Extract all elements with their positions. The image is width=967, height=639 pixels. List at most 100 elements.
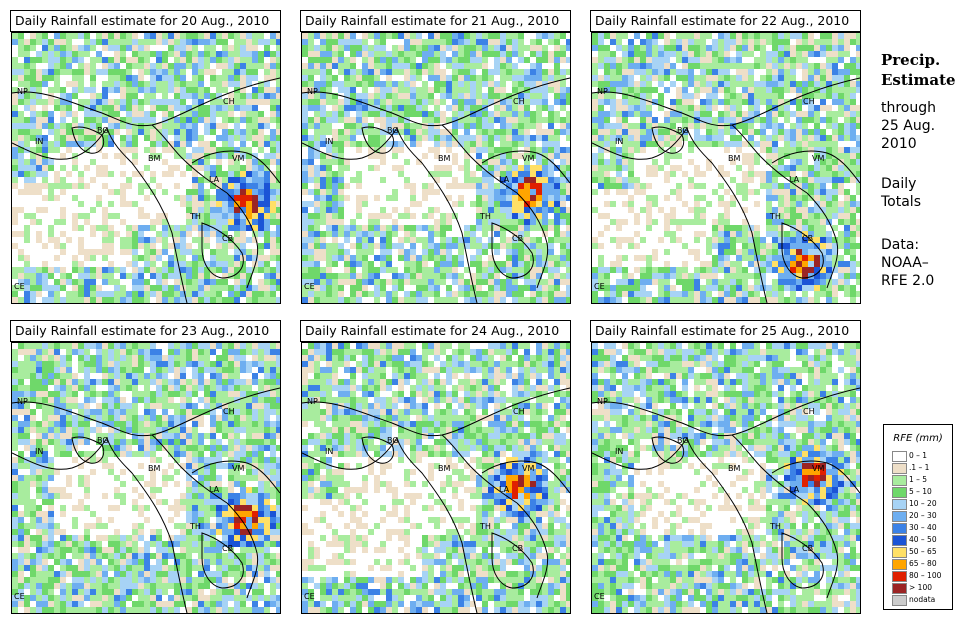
- country-label-np: NP: [597, 87, 608, 96]
- rainfall-field: [12, 33, 280, 303]
- map-panel: Daily Rainfall estimate for 21 Aug., 201…: [300, 10, 571, 304]
- daily-label: Daily: [881, 176, 917, 192]
- country-border: [396, 127, 478, 303]
- country-border: [731, 124, 808, 194]
- country-border: [592, 437, 688, 470]
- country-border: [106, 127, 188, 303]
- country-label-cb: CB: [512, 234, 524, 243]
- country-label-bg: BG: [677, 436, 689, 445]
- country-label-bg: BG: [677, 126, 689, 135]
- country-label-ce: CE: [304, 282, 315, 291]
- legend-swatch: [892, 451, 907, 462]
- legend-label: 5 – 10: [909, 487, 932, 496]
- country-label-ce: CE: [14, 592, 25, 601]
- legend-label: 40 – 50: [909, 535, 937, 544]
- country-border: [592, 387, 860, 437]
- country-label-th: TH: [190, 522, 201, 531]
- country-border: [806, 502, 839, 599]
- country-border: [12, 127, 108, 160]
- legend-swatch: [892, 571, 907, 582]
- panel-title: Daily Rainfall estimate for 24 Aug., 201…: [300, 320, 571, 342]
- side-aggregation: Daily Totals: [881, 175, 921, 211]
- legend-swatch: [892, 547, 907, 558]
- rfe-label: RFE 2.0: [881, 273, 935, 289]
- country-border: [781, 222, 824, 279]
- legend-label: 20 – 30: [909, 511, 937, 520]
- rainfall-map: NP CH IN BG BM VM LA TH CB CE: [11, 32, 281, 304]
- side-period: through 25 Aug. 2010: [881, 99, 936, 153]
- legend-label: 65 – 80: [909, 559, 937, 568]
- map-panel: Daily Rainfall estimate for 23 Aug., 201…: [10, 320, 281, 614]
- legend-swatch: [892, 511, 907, 522]
- country-label-cb: CB: [222, 544, 234, 553]
- title-line-2: Estimate: [881, 71, 956, 89]
- country-label-vm: VM: [812, 464, 825, 473]
- country-label-bm: BM: [728, 154, 741, 163]
- country-label-ch: CH: [223, 407, 235, 416]
- country-label-ch: CH: [223, 97, 235, 106]
- country-border: [592, 127, 688, 160]
- country-border: [12, 437, 108, 470]
- country-label-ce: CE: [14, 282, 25, 291]
- side-source: Data: NOAA– RFE 2.0: [881, 236, 934, 290]
- rainfall-map: NP CH IN BG BM VM LA TH CB CE: [591, 342, 861, 614]
- side-title: Precip. Estimate: [881, 50, 956, 90]
- country-border: [516, 502, 549, 599]
- country-label-vm: VM: [812, 154, 825, 163]
- country-border: [106, 437, 188, 613]
- rainfall-field: [302, 33, 570, 303]
- country-border: [226, 502, 259, 599]
- legend-swatch: [892, 475, 907, 486]
- country-label-in: IN: [325, 447, 334, 456]
- legend-swatch: [892, 523, 907, 534]
- country-label-bm: BM: [728, 464, 741, 473]
- data-label: Data:: [881, 237, 920, 253]
- country-border: [592, 77, 860, 127]
- country-label-in: IN: [35, 447, 44, 456]
- country-label-ch: CH: [803, 97, 815, 106]
- legend-swatch: [892, 595, 907, 606]
- country-label-bg: BG: [97, 436, 109, 445]
- country-border: [71, 436, 105, 464]
- through-label: through: [881, 100, 937, 116]
- country-border: [191, 460, 280, 494]
- country-border: [201, 532, 244, 589]
- country-label-ce: CE: [594, 592, 605, 601]
- country-label-bg: BG: [97, 126, 109, 135]
- country-label-th: TH: [770, 212, 781, 221]
- country-label-ch: CH: [513, 97, 525, 106]
- rainfall-map: NP CH IN BG BM VM LA TH CB CE: [11, 342, 281, 614]
- country-border: [441, 124, 518, 194]
- country-label-la: LA: [789, 485, 800, 494]
- country-label-la: LA: [209, 175, 220, 184]
- country-label-la: LA: [499, 175, 510, 184]
- legend-label: .1 – 1: [909, 463, 930, 472]
- country-label-la: LA: [789, 175, 800, 184]
- map-panel: Daily Rainfall estimate for 24 Aug., 201…: [300, 320, 571, 614]
- country-label-cb: CB: [512, 544, 524, 553]
- map-panel: Daily Rainfall estimate for 25 Aug., 201…: [590, 320, 861, 614]
- legend-title: RFE (mm): [893, 433, 943, 444]
- country-label-ce: CE: [594, 282, 605, 291]
- legend-label: 30 – 40: [909, 523, 937, 532]
- country-border: [151, 124, 228, 194]
- country-label-bm: BM: [148, 464, 161, 473]
- country-label-cb: CB: [802, 544, 814, 553]
- country-label-th: TH: [770, 522, 781, 531]
- country-border: [71, 126, 105, 154]
- country-border: [686, 437, 768, 613]
- country-border: [201, 222, 244, 279]
- panel-title: Daily Rainfall estimate for 23 Aug., 201…: [10, 320, 281, 342]
- country-label-vm: VM: [522, 154, 535, 163]
- country-label-in: IN: [35, 137, 44, 146]
- country-label-la: LA: [209, 485, 220, 494]
- legend-label: 10 – 20: [909, 499, 937, 508]
- legend-label: 80 – 100: [909, 571, 942, 580]
- rainfall-field: [12, 343, 280, 613]
- country-label-la: LA: [499, 485, 510, 494]
- rainfall-field: [592, 343, 860, 613]
- title-line-1: Precip.: [881, 51, 941, 69]
- country-label-cb: CB: [802, 234, 814, 243]
- country-border: [302, 77, 570, 127]
- end-year: 2010: [881, 136, 917, 152]
